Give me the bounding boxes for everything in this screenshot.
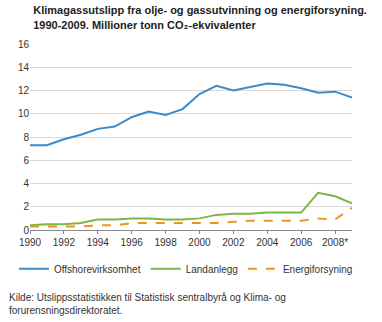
svg-text:14: 14 bbox=[18, 62, 30, 73]
svg-text:1994: 1994 bbox=[87, 237, 110, 248]
svg-text:Offshorevirksomhet: Offshorevirksomhet bbox=[54, 264, 141, 275]
svg-text:16: 16 bbox=[18, 39, 30, 50]
svg-text:1992: 1992 bbox=[53, 237, 76, 248]
svg-text:12: 12 bbox=[18, 85, 30, 96]
svg-text:2002: 2002 bbox=[222, 237, 245, 248]
svg-text:Kilde: Utslippsstatistikken ti: Kilde: Utslippsstatistikken til Statisti… bbox=[9, 292, 286, 316]
svg-text:Klimagassutslipp fra olje- og: Klimagassutslipp fra olje- og gassutvinn… bbox=[33, 4, 367, 30]
svg-text:2000: 2000 bbox=[188, 237, 211, 248]
svg-text:2006: 2006 bbox=[290, 237, 313, 248]
svg-text:8: 8 bbox=[23, 132, 29, 143]
svg-text:0: 0 bbox=[23, 225, 29, 236]
svg-text:10: 10 bbox=[18, 108, 30, 119]
svg-text:1996: 1996 bbox=[121, 237, 144, 248]
svg-text:2004: 2004 bbox=[256, 237, 279, 248]
svg-text:1990: 1990 bbox=[19, 237, 42, 248]
svg-text:4: 4 bbox=[23, 178, 29, 189]
svg-text:6: 6 bbox=[23, 155, 29, 166]
svg-text:1998: 1998 bbox=[154, 237, 177, 248]
svg-text:Landanlegg: Landanlegg bbox=[186, 264, 238, 275]
svg-text:2008*: 2008* bbox=[322, 237, 348, 248]
svg-text:Energiforsyning: Energiforsyning bbox=[283, 264, 352, 275]
svg-text:2: 2 bbox=[23, 201, 29, 212]
